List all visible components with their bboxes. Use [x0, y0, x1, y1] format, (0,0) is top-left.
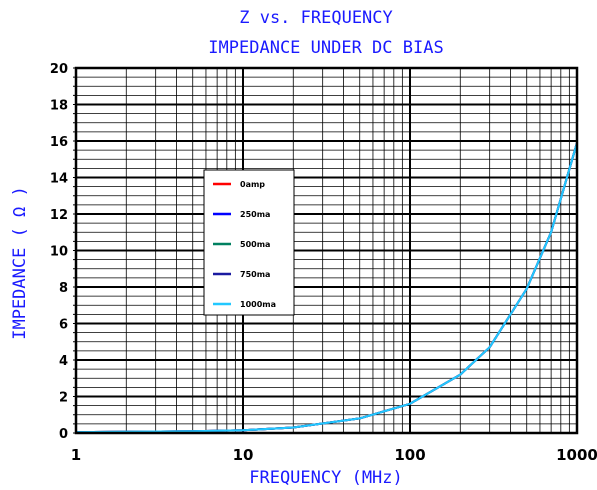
y-tick-label: 8 [59, 281, 68, 296]
x-axis-label: FREQUENCY (MHz) [249, 468, 403, 488]
legend-label: 1000ma [240, 300, 276, 309]
series-lines [75, 142, 578, 434]
y-tick-label: 0 [59, 427, 68, 442]
legend: 0amp 250ma 500ma 750ma 1000ma [203, 169, 295, 316]
legend-label: 0amp [240, 180, 265, 189]
x-tick-label: 1 [71, 446, 81, 464]
y-tick-label: 20 [50, 62, 68, 77]
y-tick-label: 6 [59, 318, 68, 333]
plot-frame [74, 66, 579, 435]
legend-label: 250ma [240, 210, 270, 219]
y-tick-label: 16 [50, 135, 68, 150]
y-tick-label: 14 [50, 172, 68, 187]
y-tick-labels: 0 2 4 6 8 10 12 14 16 18 20 [50, 62, 68, 442]
x-tick-label: 100 [394, 446, 425, 464]
y-axis-label: IMPEDANCE ( Ω ) [10, 186, 30, 340]
y-tick-label: 12 [50, 208, 68, 223]
chart-title: Z vs. FREQUENCY [239, 8, 393, 28]
x-tick-labels: 1 10 100 1000 [71, 446, 597, 464]
x-tick-label: 10 [233, 446, 254, 464]
x-tick-label: 1000 [556, 446, 597, 464]
legend-label: 500ma [240, 240, 270, 249]
y-tick-label: 2 [59, 391, 68, 406]
legend-label: 750ma [240, 270, 270, 279]
y-tick-label: 4 [59, 354, 68, 369]
y-tick-label: 10 [50, 245, 68, 260]
y-tick-label: 18 [50, 99, 68, 114]
legend-box [203, 169, 295, 316]
series-line [75, 142, 578, 434]
chart-subtitle: IMPEDANCE UNDER DC BIAS [208, 38, 443, 58]
grid [73, 67, 578, 434]
